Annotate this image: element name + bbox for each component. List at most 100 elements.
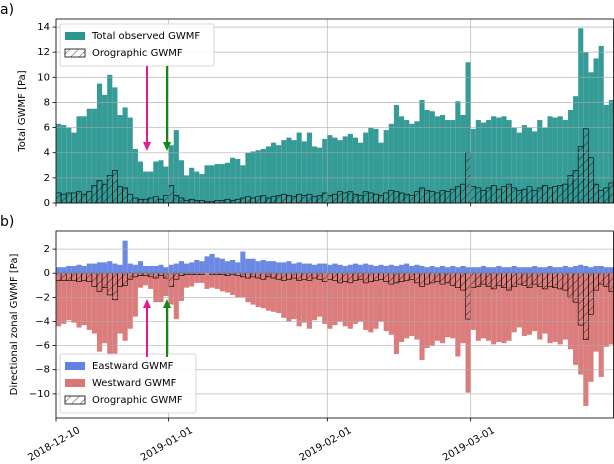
bar xyxy=(327,135,333,203)
orographic-bar xyxy=(429,272,436,284)
orographic-bar xyxy=(55,192,62,204)
bar xyxy=(76,116,82,203)
orographic-bar xyxy=(485,187,492,204)
bar xyxy=(398,273,405,342)
bar xyxy=(81,273,87,326)
orographic-bar xyxy=(373,272,379,281)
orographic-bar xyxy=(511,272,518,287)
orographic-bar xyxy=(460,272,466,291)
orographic-bar xyxy=(424,272,431,285)
orographic-bar xyxy=(460,183,466,204)
orographic-bar xyxy=(408,272,415,280)
orographic-bar xyxy=(286,272,292,280)
bar xyxy=(178,160,184,203)
orographic-bar xyxy=(234,198,241,204)
orographic-bar xyxy=(398,192,405,204)
orographic-bar xyxy=(516,272,523,285)
orographic-bar xyxy=(419,272,425,287)
bar xyxy=(250,258,256,274)
orographic-bar xyxy=(81,193,88,204)
orographic-bar xyxy=(501,272,507,289)
bar xyxy=(127,273,133,329)
orographic-bar xyxy=(270,272,277,279)
bar xyxy=(342,265,348,274)
legend-swatch xyxy=(65,32,85,40)
bar xyxy=(516,267,522,274)
bar xyxy=(506,267,512,274)
orographic-bar xyxy=(449,272,456,286)
orographic-bar xyxy=(521,272,528,286)
bar xyxy=(91,263,97,274)
bar xyxy=(61,125,67,203)
bar xyxy=(567,273,574,350)
bar xyxy=(393,273,399,355)
bar xyxy=(598,265,604,274)
bar xyxy=(117,273,123,334)
bar xyxy=(424,273,430,349)
bar xyxy=(189,262,195,274)
orographic-bar xyxy=(367,192,374,204)
orographic-bar xyxy=(531,272,538,285)
bar xyxy=(112,87,118,203)
orographic-bar xyxy=(598,272,605,285)
bar xyxy=(521,125,527,203)
bar xyxy=(71,273,77,323)
bar xyxy=(245,258,251,274)
bar xyxy=(358,264,364,274)
bar xyxy=(511,127,517,203)
bar xyxy=(240,165,246,203)
bar xyxy=(230,157,236,203)
bar xyxy=(163,267,169,274)
orographic-bar xyxy=(158,198,164,204)
orographic-bar xyxy=(552,186,558,204)
bar xyxy=(368,273,374,333)
bar xyxy=(76,264,82,274)
orographic-bar xyxy=(444,191,451,204)
bar xyxy=(143,265,149,274)
orographic-bar xyxy=(81,272,88,281)
bar xyxy=(168,264,174,274)
bar xyxy=(86,273,92,330)
bar xyxy=(352,263,359,274)
bar xyxy=(276,145,282,203)
bar xyxy=(419,99,425,203)
bar xyxy=(496,273,502,342)
bar xyxy=(603,273,609,347)
orographic-bar xyxy=(270,196,277,204)
bar xyxy=(240,273,246,298)
orographic-bar xyxy=(577,272,584,326)
bar xyxy=(486,273,492,341)
orographic-bar xyxy=(588,272,594,315)
orographic-bar xyxy=(342,272,349,282)
bar xyxy=(235,273,241,298)
orographic-bar xyxy=(106,175,113,204)
bar xyxy=(409,123,415,203)
orographic-bar xyxy=(352,193,359,204)
bar xyxy=(327,264,333,274)
bar xyxy=(173,130,179,203)
orographic-bar xyxy=(388,190,395,204)
bar xyxy=(532,131,538,203)
bar xyxy=(404,120,410,203)
orographic-bar xyxy=(76,191,82,204)
bar xyxy=(286,137,292,203)
orographic-bar xyxy=(542,185,548,204)
y-tick-label: −4 xyxy=(35,316,50,327)
y-tick-label: 4 xyxy=(44,148,50,159)
orographic-bar xyxy=(311,196,318,204)
orographic-bar xyxy=(398,272,405,282)
orographic-bar xyxy=(275,272,282,280)
orographic-bar xyxy=(378,195,384,204)
bar xyxy=(547,273,553,344)
bar xyxy=(276,273,282,314)
orographic-bar xyxy=(367,272,374,282)
legend-swatch xyxy=(64,395,86,405)
bar xyxy=(66,273,72,321)
orographic-bar xyxy=(163,272,169,279)
orographic-bar xyxy=(582,272,589,340)
bar xyxy=(588,72,594,204)
bar xyxy=(214,257,220,274)
legend-label: Orographic GWMF xyxy=(92,395,183,406)
orographic-bar xyxy=(434,192,441,204)
bar xyxy=(112,273,118,355)
